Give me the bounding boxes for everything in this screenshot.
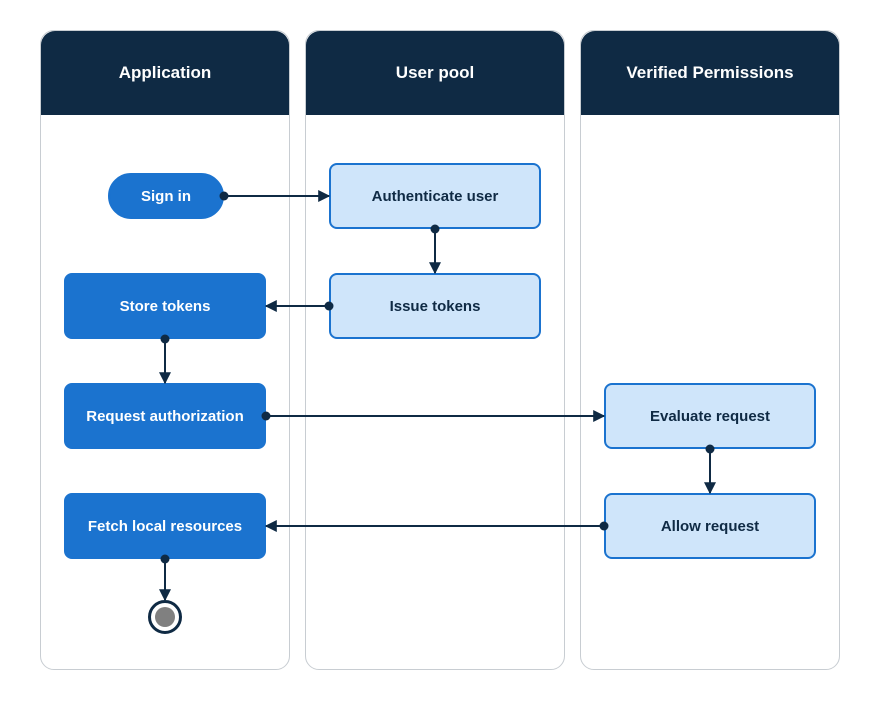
node-issue: Issue tokens (329, 273, 541, 339)
end-node (148, 600, 182, 634)
swimlane-verified: Verified Permissions (580, 30, 840, 670)
node-eval: Evaluate request (604, 383, 816, 449)
swimlane-userpool: User pool (305, 30, 565, 670)
node-fetch: Fetch local resources (64, 493, 266, 559)
swimlane-application: Application (40, 30, 290, 670)
swimlane-header-verified: Verified Permissions (581, 31, 839, 115)
node-signin: Sign in (108, 173, 224, 219)
node-reqauth: Request authorization (64, 383, 266, 449)
node-auth: Authenticate user (329, 163, 541, 229)
node-allow: Allow request (604, 493, 816, 559)
end-node-inner (155, 607, 175, 627)
swimlane-header-userpool: User pool (306, 31, 564, 115)
swimlane-header-application: Application (41, 31, 289, 115)
node-store: Store tokens (64, 273, 266, 339)
diagram-canvas: ApplicationUser poolVerified Permissions… (0, 0, 874, 705)
